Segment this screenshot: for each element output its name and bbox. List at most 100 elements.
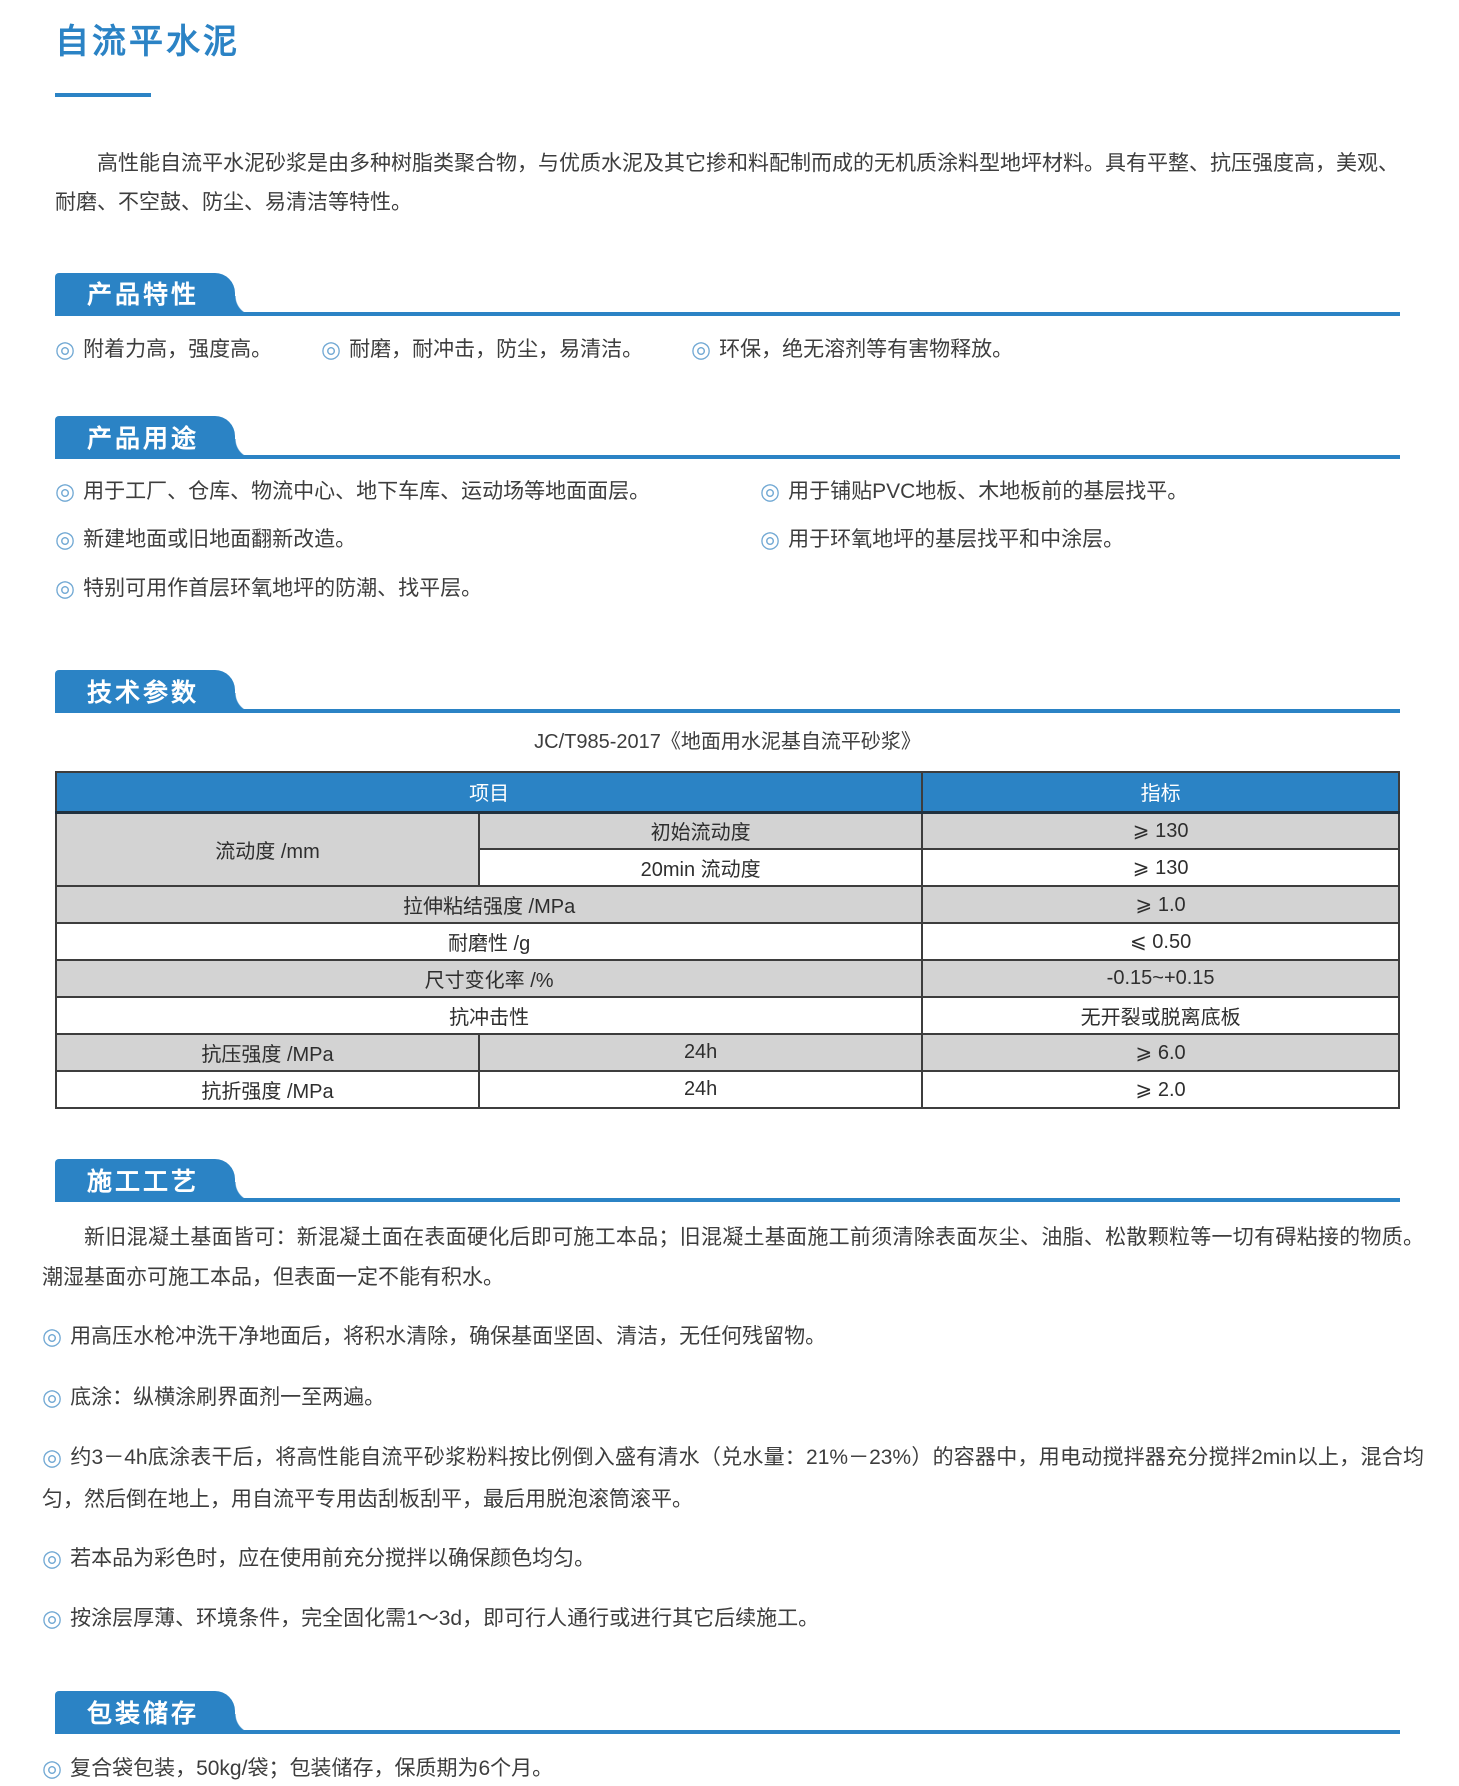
table-cell: 初始流动度 bbox=[478, 811, 924, 851]
uses-list: ◎ 用于工厂、仓库、物流中心、地下车库、运动场等地面面层。 ◎ 新建地面或旧地面翻新… bbox=[55, 475, 1400, 620]
double-circle-bullet-icon: ◎ bbox=[760, 526, 781, 553]
table-cell: 抗压强度 /MPa bbox=[54, 1033, 481, 1073]
section-header: 产品特性 bbox=[55, 269, 1400, 316]
section-tab-construction: 施工工艺 bbox=[55, 1159, 255, 1203]
list-item: ◎ 环保，绝无溶剂等有害物释放。 bbox=[691, 333, 1013, 366]
section-header: 技术参数 bbox=[55, 666, 1400, 714]
section-header: 包装储存 bbox=[55, 1687, 1400, 1735]
double-circle-bullet-icon: ◎ bbox=[55, 335, 76, 362]
table-cell: ⩾ 130 bbox=[921, 848, 1400, 888]
double-circle-bullet-icon: ◎ bbox=[760, 478, 781, 505]
table-cell: 24h bbox=[478, 1070, 924, 1110]
step-text: 约3－4h底涂表干后，将高性能自流平砂浆粉料按比例倒入盛有清水（兑水量：21%－… bbox=[42, 1446, 1424, 1511]
table-header-row: 项目 指标 bbox=[54, 771, 1400, 814]
list-item: ◎ 新建地面或旧地面翻新改造。 bbox=[55, 523, 760, 556]
double-circle-bullet-icon: ◎ bbox=[42, 1605, 63, 1632]
section-tab-tech: 技术参数 bbox=[55, 670, 255, 714]
double-circle-bullet-icon: ◎ bbox=[42, 1383, 63, 1410]
title-underline bbox=[55, 93, 151, 97]
double-circle-bullet-icon: ◎ bbox=[55, 574, 76, 601]
page-title: 自流平水泥 bbox=[55, 23, 240, 61]
section-tab-features: 产品特性 bbox=[55, 272, 255, 316]
section-product-uses: 产品用途 ◎ 用于工厂、仓库、物流中心、地下车库、运动场等地面面层。 ◎ 新建地面或… bbox=[55, 412, 1400, 620]
packaging-body: ◎ 复合袋包装，50kg/袋；包装储存，保质期为6个月。 bbox=[42, 1752, 1400, 1785]
use-text: 新建地面或旧地面翻新改造。 bbox=[83, 528, 357, 552]
use-text: 用于铺贴PVC地板、木地板前的基层找平。 bbox=[788, 480, 1189, 504]
section-tab-packaging: 包装储存 bbox=[55, 1691, 255, 1735]
use-text: 特别可用作首层环氧地坪的防潮、找平层。 bbox=[83, 576, 483, 600]
table-cell: 抗折强度 /MPa bbox=[54, 1070, 481, 1110]
section-header-rule bbox=[55, 455, 1400, 460]
table-row: 尺寸变化率 /% -0.15~+0.15 bbox=[54, 959, 1400, 999]
use-text: 用于工厂、仓库、物流中心、地下车库、运动场等地面面层。 bbox=[83, 480, 651, 504]
features-list: ◎ 附着力高，强度高。 ◎ 耐磨，耐冲击，防尘，易清洁。 ◎ 环保，绝无溶剂等有害物释… bbox=[55, 333, 1400, 366]
section-header-rule bbox=[55, 1198, 1400, 1203]
table-cell: ⩽ 0.50 bbox=[921, 922, 1400, 962]
table-cell: ⩾ 130 bbox=[921, 811, 1400, 851]
table-row: 流动度 /mm 初始流动度 ⩾ 130 bbox=[54, 811, 1400, 888]
step-text: 用高压水枪冲洗干净地面后，将积水清除，确保基面坚固、清洁，无任何残留物。 bbox=[70, 1324, 827, 1348]
feature-text: 附着力高，强度高。 bbox=[83, 337, 273, 361]
double-circle-bullet-icon: ◎ bbox=[691, 335, 712, 362]
section-header-rule bbox=[55, 1730, 1400, 1735]
table-cell: 24h bbox=[478, 1033, 924, 1073]
table-cell: ⩾ 6.0 bbox=[921, 1033, 1400, 1073]
double-circle-bullet-icon: ◎ bbox=[321, 335, 342, 362]
table-row: 抗冲击性 无开裂或脱离底板 bbox=[54, 996, 1400, 1036]
uses-right-column: ◎ 用于铺贴PVC地板、木地板前的基层找平。 ◎ 用于环氧地坪的基层找平和中涂层。 bbox=[760, 475, 1400, 620]
double-circle-bullet-icon: ◎ bbox=[42, 1755, 63, 1782]
column-header-index: 指标 bbox=[921, 771, 1400, 814]
section-packaging: 包装储存 ◎ 复合袋包装，50kg/袋；包装储存，保质期为6个月。 bbox=[42, 1687, 1400, 1785]
packaging-text: 复合袋包装，50kg/袋；包装储存，保质期为6个月。 bbox=[70, 1757, 554, 1781]
list-item: ◎ 耐磨，耐冲击，防尘，易清洁。 bbox=[321, 333, 691, 366]
section-header: 产品用途 bbox=[55, 412, 1400, 460]
table-cell: 流动度 /mm bbox=[54, 811, 481, 888]
list-item: ◎ 用于铺贴PVC地板、木地板前的基层找平。 bbox=[760, 475, 1400, 508]
feature-text: 环保，绝无溶剂等有害物释放。 bbox=[719, 337, 1014, 361]
table-row: 拉伸粘结强度 /MPa ⩾ 1.0 bbox=[54, 885, 1400, 925]
step-text: 按涂层厚薄、环境条件，完全固化需1～3d，即可行人通行或进行其它后续施工。 bbox=[70, 1607, 820, 1631]
section-tech-params: 技术参数 JC/T985-2017《地面用水泥基自流平砂浆》 项目 指标 流动度… bbox=[54, 666, 1400, 1110]
double-circle-bullet-icon: ◎ bbox=[55, 478, 76, 505]
section-construction: 施工工艺 新旧混凝土基面皆可：新混凝土面在表面硬化后即可施工本品；旧混凝土基面施… bbox=[42, 1155, 1424, 1641]
table-cell: 无开裂或脱离底板 bbox=[921, 996, 1400, 1036]
table-cell: 尺寸变化率 /% bbox=[54, 959, 924, 999]
table-cell: ⩾ 1.0 bbox=[921, 885, 1400, 925]
table-cell: 抗冲击性 bbox=[54, 996, 924, 1036]
product-intro-paragraph: 高性能自流平水泥砂浆是由多种树脂类聚合物，与优质水泥及其它掺和料配制而成的无机质… bbox=[55, 152, 1399, 214]
table-cell: 耐磨性 /g bbox=[54, 922, 924, 962]
double-circle-bullet-icon: ◎ bbox=[55, 526, 76, 553]
list-item: ◎ 附着力高，强度高。 bbox=[55, 333, 321, 366]
section-header: 施工工艺 bbox=[55, 1155, 1400, 1203]
list-item: ◎ 若本品为彩色时，应在使用前充分搅拌以确保颜色均匀。 bbox=[42, 1537, 1424, 1581]
double-circle-bullet-icon: ◎ bbox=[42, 1322, 63, 1349]
section-header-rule bbox=[55, 709, 1400, 714]
table-row: 耐磨性 /g ⩽ 0.50 bbox=[54, 922, 1400, 962]
list-item: ◎ 用于工厂、仓库、物流中心、地下车库、运动场等地面面层。 bbox=[55, 475, 760, 508]
list-item: ◎ 按涂层厚薄、环境条件，完全固化需1～3d，即可行人通行或进行其它后续施工。 bbox=[42, 1597, 1424, 1641]
table-row: 20min 流动度 ⩾ 130 bbox=[56, 848, 1400, 888]
list-item: ◎ 底涂：纵横涂刷界面剂一至两遍。 bbox=[42, 1376, 1424, 1420]
section-header-rule bbox=[55, 311, 1400, 316]
column-header-item: 项目 bbox=[54, 771, 924, 814]
list-item: ◎ 复合袋包装，50kg/袋；包装储存，保质期为6个月。 bbox=[42, 1752, 1400, 1785]
list-item: ◎ 约3－4h底涂表干后，将高性能自流平砂浆粉料按比例倒入盛有清水（兑水量：21%… bbox=[42, 1436, 1424, 1520]
spec-table-caption: JC/T985-2017《地面用水泥基自流平砂浆》 bbox=[534, 731, 921, 754]
section-tab-uses: 产品用途 bbox=[55, 416, 255, 460]
double-circle-bullet-icon: ◎ bbox=[42, 1444, 63, 1471]
spec-table: 项目 指标 流动度 /mm 初始流动度 ⩾ 130 20min 流动度 ⩾ 13… bbox=[54, 771, 1400, 1110]
step-text: 底涂：纵横涂刷界面剂一至两遍。 bbox=[70, 1385, 386, 1409]
construction-intro-paragraph: 新旧混凝土基面皆可：新混凝土面在表面硬化后即可施工本品；旧混凝土基面施工前须清除… bbox=[42, 1226, 1424, 1289]
list-item: ◎ 用高压水枪冲洗干净地面后，将积水清除，确保基面坚固、清洁，无任何残留物。 bbox=[42, 1315, 1424, 1359]
step-text: 若本品为彩色时，应在使用前充分搅拌以确保颜色均匀。 bbox=[70, 1546, 596, 1570]
list-item: ◎ 特别可用作首层环氧地坪的防潮、找平层。 bbox=[55, 572, 760, 605]
table-cell: 20min 流动度 bbox=[478, 848, 924, 888]
table-row: 抗压强度 /MPa 24h ⩾ 6.0 bbox=[54, 1033, 1400, 1073]
table-row: 抗折强度 /MPa 24h ⩾ 2.0 bbox=[54, 1070, 1400, 1110]
table-cell: -0.15~+0.15 bbox=[921, 959, 1400, 999]
uses-left-column: ◎ 用于工厂、仓库、物流中心、地下车库、运动场等地面面层。 ◎ 新建地面或旧地面翻新… bbox=[55, 475, 760, 620]
section-product-features: 产品特性 ◎ 附着力高，强度高。 ◎ 耐磨，耐冲击，防尘，易清洁。 ◎ 环保，绝无溶剂… bbox=[55, 269, 1400, 366]
use-text: 用于环氧地坪的基层找平和中涂层。 bbox=[788, 528, 1125, 552]
double-circle-bullet-icon: ◎ bbox=[42, 1544, 63, 1571]
table-cell: ⩾ 2.0 bbox=[921, 1070, 1400, 1110]
